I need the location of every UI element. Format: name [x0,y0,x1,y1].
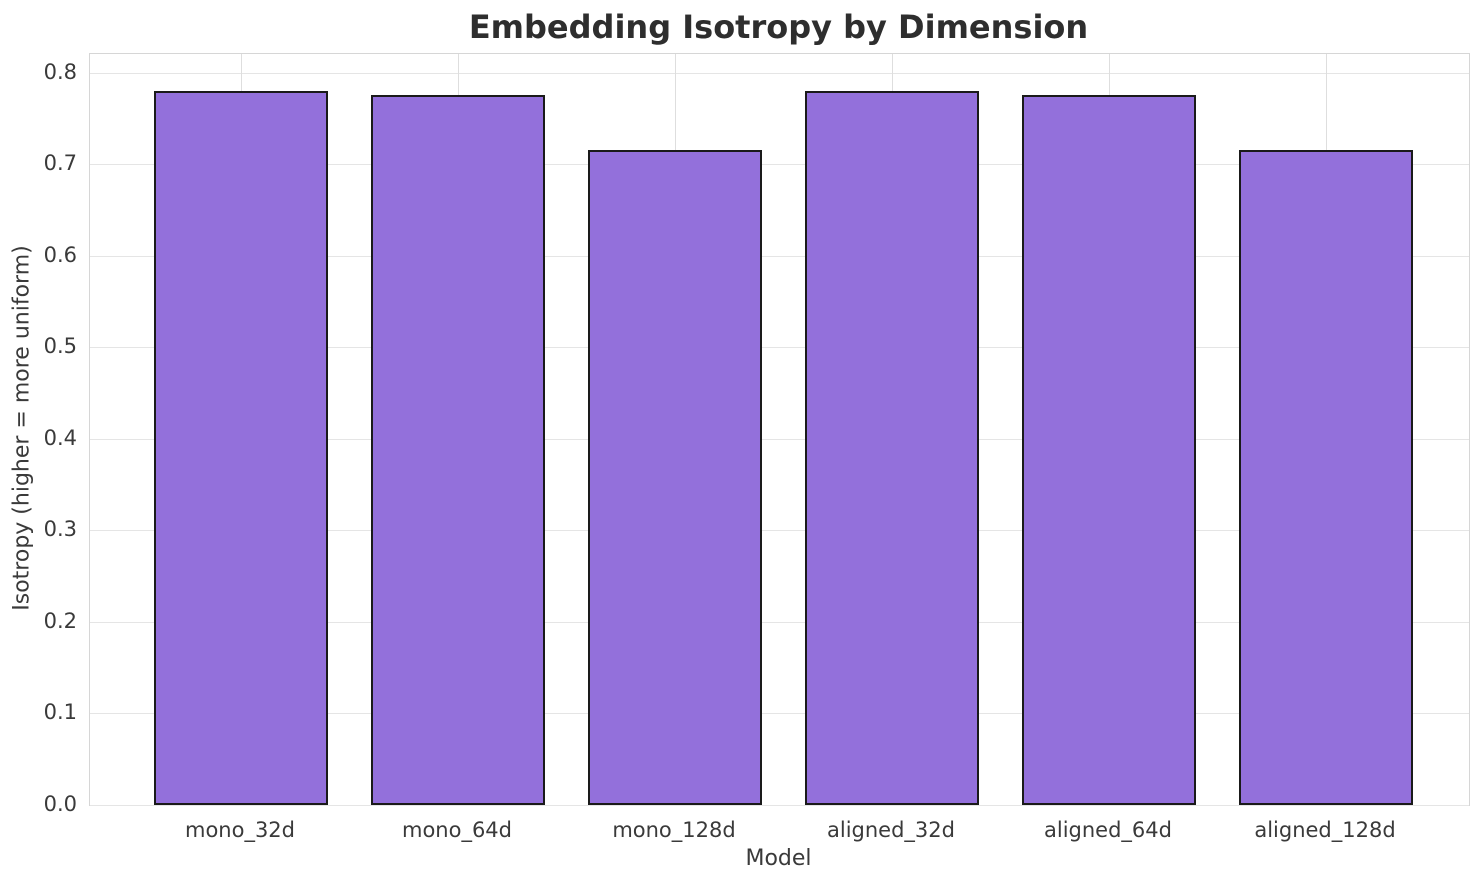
horizontal-gridline [90,621,1469,623]
x-tick-label-mono_64d: mono_64d [401,818,512,842]
bar-aligned_32d [805,90,979,805]
x-tick-label-aligned_64d: aligned_64d [1044,818,1172,842]
horizontal-gridline [90,713,1469,715]
y-tick-label: 0.6 [43,242,77,267]
bar-mono_128d [588,150,762,805]
x-axis-label: Model [745,846,812,871]
bar-mono_64d [371,95,545,805]
x-tick-label-mono_32d: mono_32d [184,818,295,842]
x-tick-label-aligned_32d: aligned_32d [827,818,955,842]
y-tick-label: 0.2 [43,608,77,633]
y-tick-label: 0.0 [43,792,77,816]
horizontal-gridline [90,72,1469,74]
x-tick-label-aligned_128d: aligned_128d [1254,818,1396,842]
plot-area [89,53,1470,806]
horizontal-gridline [90,164,1469,166]
y-tick-label: 0.7 [43,151,77,176]
bar-aligned_128d [1239,150,1413,805]
y-tick-label: 0.1 [43,700,77,725]
y-tick-label: 0.5 [43,334,77,359]
y-tick-label: 0.8 [43,59,77,84]
horizontal-gridline [90,530,1469,532]
y-tick-label: 0.4 [43,425,77,450]
horizontal-gridline [90,438,1469,440]
horizontal-gridline [90,347,1469,349]
horizontal-gridline [90,255,1469,257]
chart-title: Embedding Isotropy by Dimension [468,8,1089,46]
bar-aligned_64d [1022,95,1196,805]
x-tick-label-mono_128d: mono_128d [612,818,736,842]
horizontal-gridline [90,805,1469,806]
y-tick-label: 0.3 [43,517,77,542]
bar-mono_32d [154,90,328,805]
